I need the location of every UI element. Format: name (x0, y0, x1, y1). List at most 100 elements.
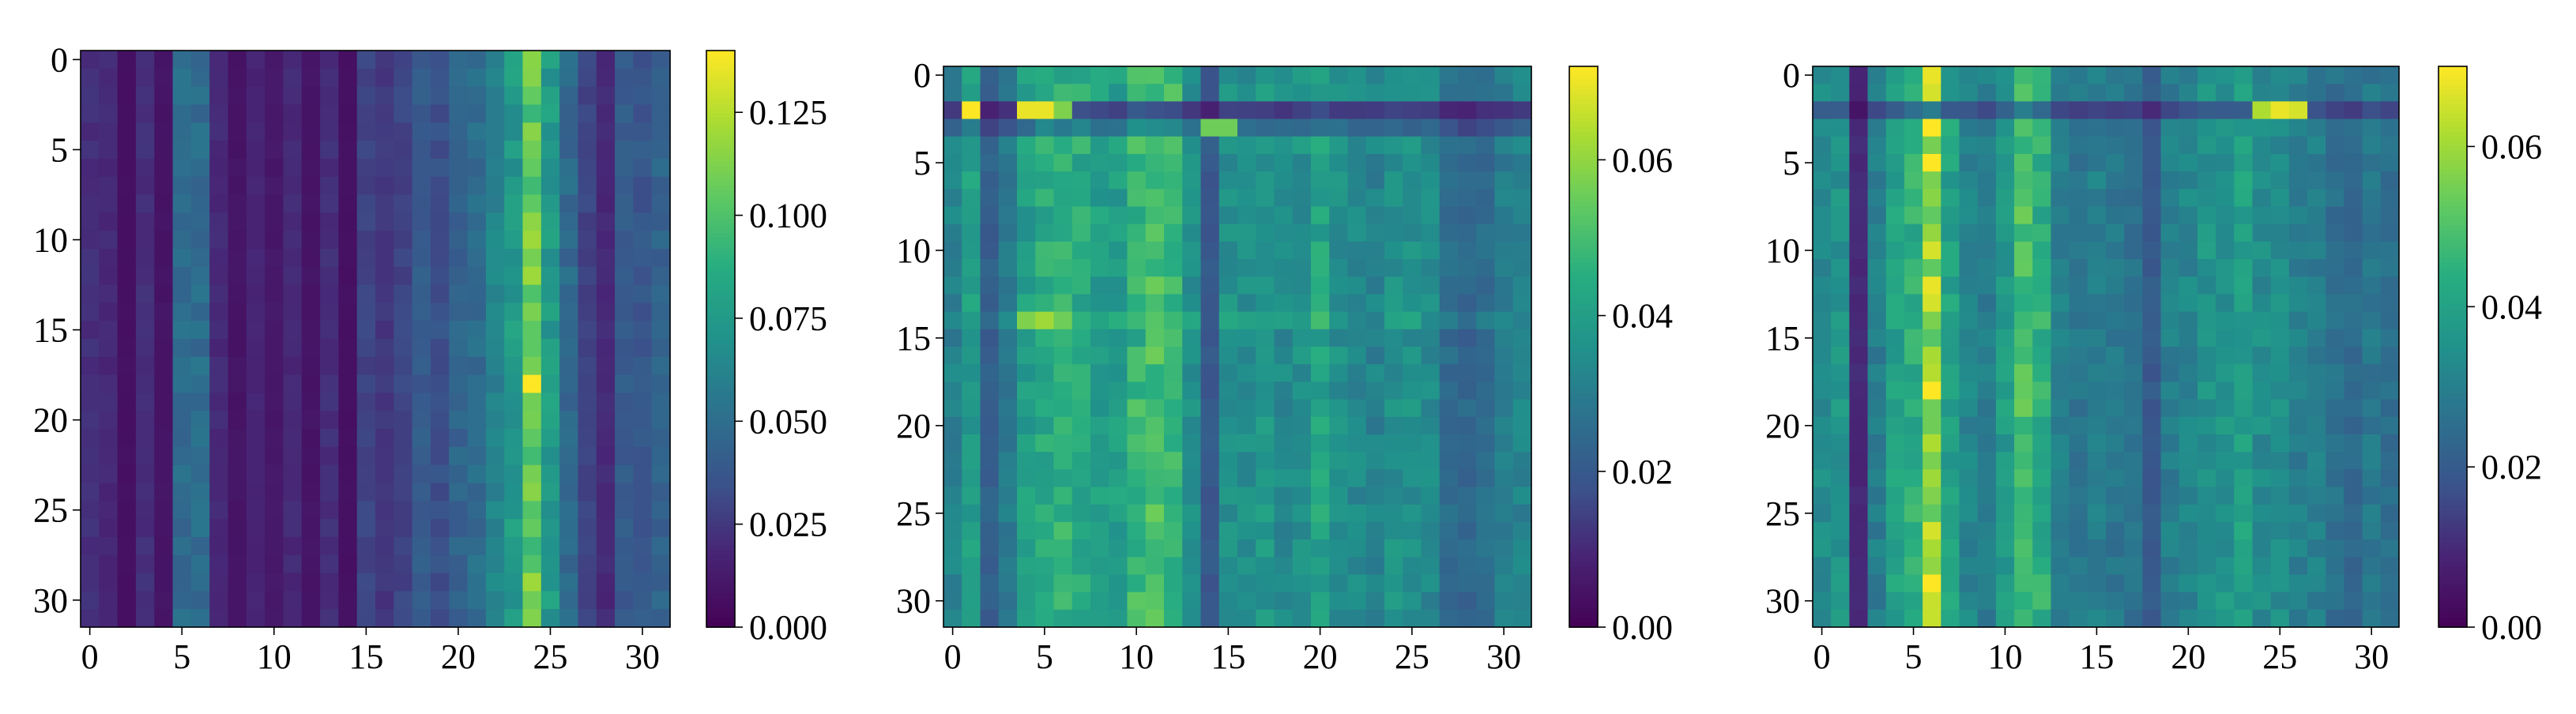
heatmap-cell (2326, 241, 2345, 260)
heatmap-cell (1995, 153, 2015, 172)
heatmap-cell (2087, 84, 2107, 102)
heatmap-cell (633, 86, 653, 106)
heatmap-cell (1494, 259, 1514, 277)
heatmap-cell (190, 393, 210, 411)
heatmap-cell (1035, 118, 1055, 137)
heatmap-cell (1476, 66, 1496, 85)
heatmap-cell (1384, 118, 1403, 137)
heatmap-cell (540, 519, 560, 538)
heatmap-cell (338, 321, 358, 340)
heatmap-cell (1071, 381, 1091, 400)
heatmap-cell (1941, 171, 1960, 190)
heatmap-cell (1813, 294, 1832, 313)
heatmap-cell (1237, 136, 1256, 155)
heatmap-cell (1017, 574, 1036, 593)
heatmap-cell (1384, 381, 1403, 400)
heatmap-cell (2362, 504, 2382, 523)
heatmap-cell (1218, 276, 1238, 295)
heatmap-cell (2307, 153, 2326, 172)
heatmap-cell (633, 519, 653, 538)
heatmap-cell (962, 153, 981, 172)
heatmap-cell (1200, 592, 1220, 611)
colorbar-segment (2439, 80, 2467, 86)
heatmap-cell (2307, 364, 2326, 382)
heatmap-cell (1977, 557, 1997, 576)
heatmap-cell (540, 231, 560, 250)
heatmap-cell (283, 536, 303, 556)
heatmap-cell (228, 411, 247, 430)
heatmap-cell (1476, 294, 1496, 313)
heatmap-cell (633, 68, 653, 88)
heatmap-cell (2179, 259, 2198, 277)
heatmap-cell (522, 483, 542, 502)
heatmap-cell (2362, 487, 2382, 505)
heatmap-cell (1145, 241, 1165, 260)
heatmap-cell (1164, 276, 1183, 295)
heatmap-cell (615, 284, 634, 303)
heatmap-cell (1904, 329, 1923, 348)
heatmap-cell (1053, 557, 1073, 576)
heatmap-cell (1476, 311, 1496, 330)
heatmap-cell (485, 609, 505, 628)
heatmap-cell (2234, 347, 2254, 365)
heatmap-cell (485, 231, 505, 250)
heatmap-cell (633, 266, 653, 286)
heatmap-cell (2106, 101, 2125, 120)
colorbar-segment (706, 137, 735, 143)
heatmap-cell (2307, 452, 2326, 470)
heatmap-cell (320, 356, 339, 376)
heatmap-cell (1127, 101, 1147, 120)
heatmap-cell (578, 303, 597, 321)
heatmap-cell (1959, 189, 1979, 208)
heatmap-cell (1164, 504, 1183, 523)
heatmap-cell (2014, 118, 2033, 137)
heatmap-cell (998, 592, 1018, 611)
heatmap-cell (522, 284, 542, 303)
colorbar-tick-label: 0.025 (749, 505, 827, 544)
heatmap-cell (2307, 329, 2326, 348)
heatmap-cell (1109, 416, 1128, 435)
heatmap-cell (394, 51, 413, 70)
heatmap-cell (1145, 416, 1165, 435)
colorbar-segment (2439, 145, 2467, 152)
heatmap-cell (2380, 101, 2400, 120)
heatmap-cell (2087, 469, 2107, 488)
heatmap-cell (2032, 136, 2052, 155)
heatmap-cell (283, 158, 303, 178)
heatmap-cell (467, 212, 487, 231)
heatmap-cell (430, 393, 450, 411)
heatmap-cell (2051, 276, 2070, 295)
heatmap-cell (2252, 539, 2272, 558)
heatmap-cell (1035, 609, 1055, 628)
heatmap-cell (228, 194, 247, 213)
heatmap-cell (81, 519, 100, 538)
heatmap-cell (578, 248, 597, 268)
heatmap-cell (578, 429, 597, 448)
colorbar-segment (2439, 482, 2467, 488)
heatmap-cell (504, 303, 524, 321)
heatmap-cell (540, 573, 560, 592)
heatmap-cell (1421, 539, 1441, 558)
heatmap-cell (467, 411, 487, 430)
heatmap-cell (394, 446, 413, 466)
heatmap-cell (430, 231, 450, 250)
colorbar-segment (2439, 389, 2467, 394)
heatmap-cell (1885, 399, 1905, 418)
heatmap-cell (1867, 259, 1887, 277)
heatmap-cell (2142, 592, 2162, 611)
heatmap-cell (1995, 434, 2015, 453)
heatmap-cell (1995, 224, 2015, 242)
heatmap-cell (962, 364, 981, 382)
heatmap-cell (2087, 399, 2107, 418)
heatmap-cell (1017, 66, 1036, 85)
heatmap-cell (2252, 136, 2272, 155)
heatmap-cell (81, 501, 100, 520)
colorbar-segment (1569, 445, 1598, 450)
colorbar-segment (706, 593, 735, 599)
heatmap-cell (2106, 189, 2125, 208)
heatmap-cell (1512, 311, 1532, 330)
colorbar-segment (706, 607, 735, 614)
heatmap-cell (430, 573, 450, 592)
heatmap-cell (2106, 136, 2125, 155)
heatmap-cell (81, 68, 100, 88)
